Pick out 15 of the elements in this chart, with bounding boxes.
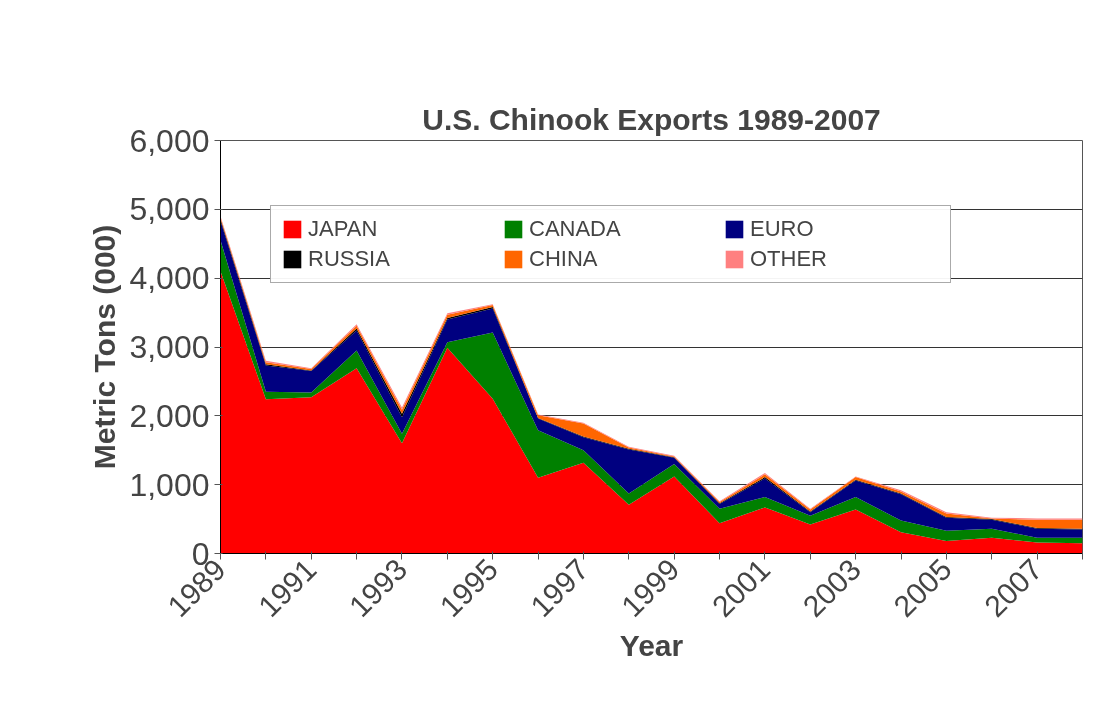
x-axis-title: Year — [619, 628, 684, 662]
y-tick-label: 1,000 — [129, 466, 210, 503]
y-tick-label: 6,000 — [129, 122, 210, 159]
legend-label: RUSSIA — [308, 246, 391, 272]
chart-title: U.S. Chinook Exports 1989-2007 — [422, 102, 881, 136]
legend-label: CHINA — [529, 246, 599, 272]
y-tick-label: 3,000 — [129, 329, 210, 365]
y-axis-title: Metric Tons (000) — [88, 224, 122, 470]
y-tick-label: 4,000 — [129, 260, 210, 297]
y-tick-label: 2,000 — [129, 397, 210, 434]
legend-label: EURO — [750, 216, 815, 242]
legend-label: CANADA — [529, 216, 622, 242]
legend-label: OTHER — [750, 246, 828, 272]
legend-label: JAPAN — [308, 216, 379, 242]
y-tick-label: 5,000 — [129, 191, 210, 228]
